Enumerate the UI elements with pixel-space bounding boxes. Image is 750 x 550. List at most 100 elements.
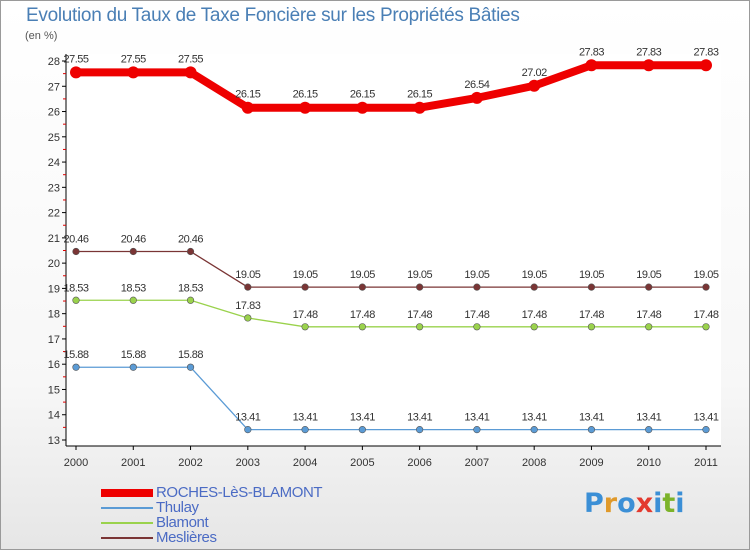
data-point (473, 323, 481, 331)
data-label: 19.05 (235, 269, 260, 281)
data-point (587, 283, 596, 291)
logo-letter: r (603, 488, 618, 519)
data-point (244, 314, 252, 322)
data-point (241, 101, 254, 114)
data-label: 17.48 (293, 309, 318, 321)
data-point (587, 426, 596, 434)
series-line (75, 299, 707, 328)
data-label: 13.41 (579, 412, 604, 424)
data-point (473, 283, 481, 291)
data-point (416, 426, 424, 434)
y-tick-label: 21 (48, 233, 60, 245)
data-label: 15.88 (121, 349, 146, 361)
y-tick-label: 17 (48, 334, 60, 346)
data-point (702, 283, 710, 291)
data-point (530, 283, 538, 291)
data-label: 27.55 (121, 53, 146, 65)
data-point (186, 247, 195, 256)
data-label: 19.05 (579, 269, 604, 281)
x-tick-label: 2002 (178, 457, 202, 469)
data-label: 19.05 (693, 269, 718, 281)
x-tick-label: 2001 (121, 457, 145, 469)
data-point (413, 101, 426, 114)
x-tick-label: 2011 (694, 457, 718, 469)
x-tick-label: 2003 (236, 457, 260, 469)
data-label: 27.83 (693, 46, 718, 58)
line-chart: 13 14 15 16 17 18 19 20 21 22 23 24 25 26 27 28 2000 2001… (48, 46, 721, 469)
data-point (244, 426, 252, 434)
data-point (356, 101, 369, 114)
data-point (642, 59, 655, 72)
logo-letter: o (617, 488, 636, 519)
data-point (358, 323, 366, 331)
data-point (186, 363, 195, 371)
data-label: 19.05 (407, 269, 432, 281)
y-tick-label: 23 (48, 182, 60, 194)
y-tick-label: 14 (48, 410, 60, 422)
logo-letter: t (662, 488, 676, 519)
data-label: 26.15 (235, 89, 260, 101)
y-tick-label: 24 (48, 157, 60, 169)
data-label: 19.05 (522, 269, 547, 281)
y-tick-label: 19 (48, 283, 60, 295)
data-point (129, 363, 137, 371)
y-tick-label: 20 (48, 258, 60, 270)
logo-letter: i (653, 488, 663, 519)
data-label: 13.41 (522, 412, 547, 424)
data-point (470, 91, 483, 104)
x-tick-label: 2005 (350, 457, 374, 469)
data-label: 15.88 (63, 349, 88, 361)
data-point (301, 283, 309, 291)
data-point (129, 296, 137, 304)
x-tick-label: 2010 (636, 457, 660, 469)
x-tick-label: 2007 (465, 457, 489, 469)
data-label: 13.41 (293, 412, 318, 424)
logo-letter: x (635, 488, 654, 519)
data-point (186, 296, 195, 304)
data-point (530, 426, 538, 434)
data-label: 18.53 (178, 282, 203, 294)
y-tick-label: 26 (48, 107, 60, 119)
data-point (301, 426, 309, 434)
data-point (127, 66, 140, 79)
data-label: 20.46 (121, 234, 146, 246)
data-label: 15.88 (178, 349, 203, 361)
data-point (299, 101, 312, 114)
legend-label: Meslières (156, 529, 217, 546)
data-label: 20.46 (178, 234, 203, 246)
data-label: 26.15 (407, 89, 432, 101)
series-line (75, 366, 707, 431)
data-point (184, 66, 197, 79)
data-point (72, 247, 80, 256)
data-label: 17.48 (350, 309, 375, 321)
legend-swatch (101, 489, 153, 497)
data-label: 26.15 (350, 89, 375, 101)
data-label: 27.02 (522, 67, 547, 79)
legend-swatch (101, 522, 153, 524)
data-label: 27.83 (636, 46, 661, 58)
logo-letter: i (675, 488, 685, 519)
data-label: 17.83 (235, 300, 260, 312)
data-label: 27.83 (579, 46, 604, 58)
data-label: 20.46 (63, 234, 88, 246)
data-label: 13.41 (464, 412, 489, 424)
data-label: 26.15 (293, 89, 318, 101)
data-label: 13.41 (636, 412, 661, 424)
y-tick-label: 16 (48, 359, 60, 371)
data-label: 17.48 (407, 309, 432, 321)
proxiti-logo: Proxiti (584, 488, 685, 519)
legend-label: ROCHES-LèS-BLAMONT (156, 484, 323, 501)
data-point (473, 426, 481, 434)
data-point (416, 283, 424, 291)
data-label: 18.53 (121, 282, 146, 294)
y-tick-label: 25 (48, 132, 60, 144)
data-point (700, 59, 712, 72)
data-point (244, 283, 252, 291)
data-label: 27.55 (63, 53, 88, 65)
x-tick-label: 2006 (407, 457, 431, 469)
data-label: 17.48 (693, 309, 718, 321)
data-point (129, 247, 137, 256)
x-tick-label: 2004 (293, 457, 317, 469)
legend-swatch (101, 507, 153, 509)
